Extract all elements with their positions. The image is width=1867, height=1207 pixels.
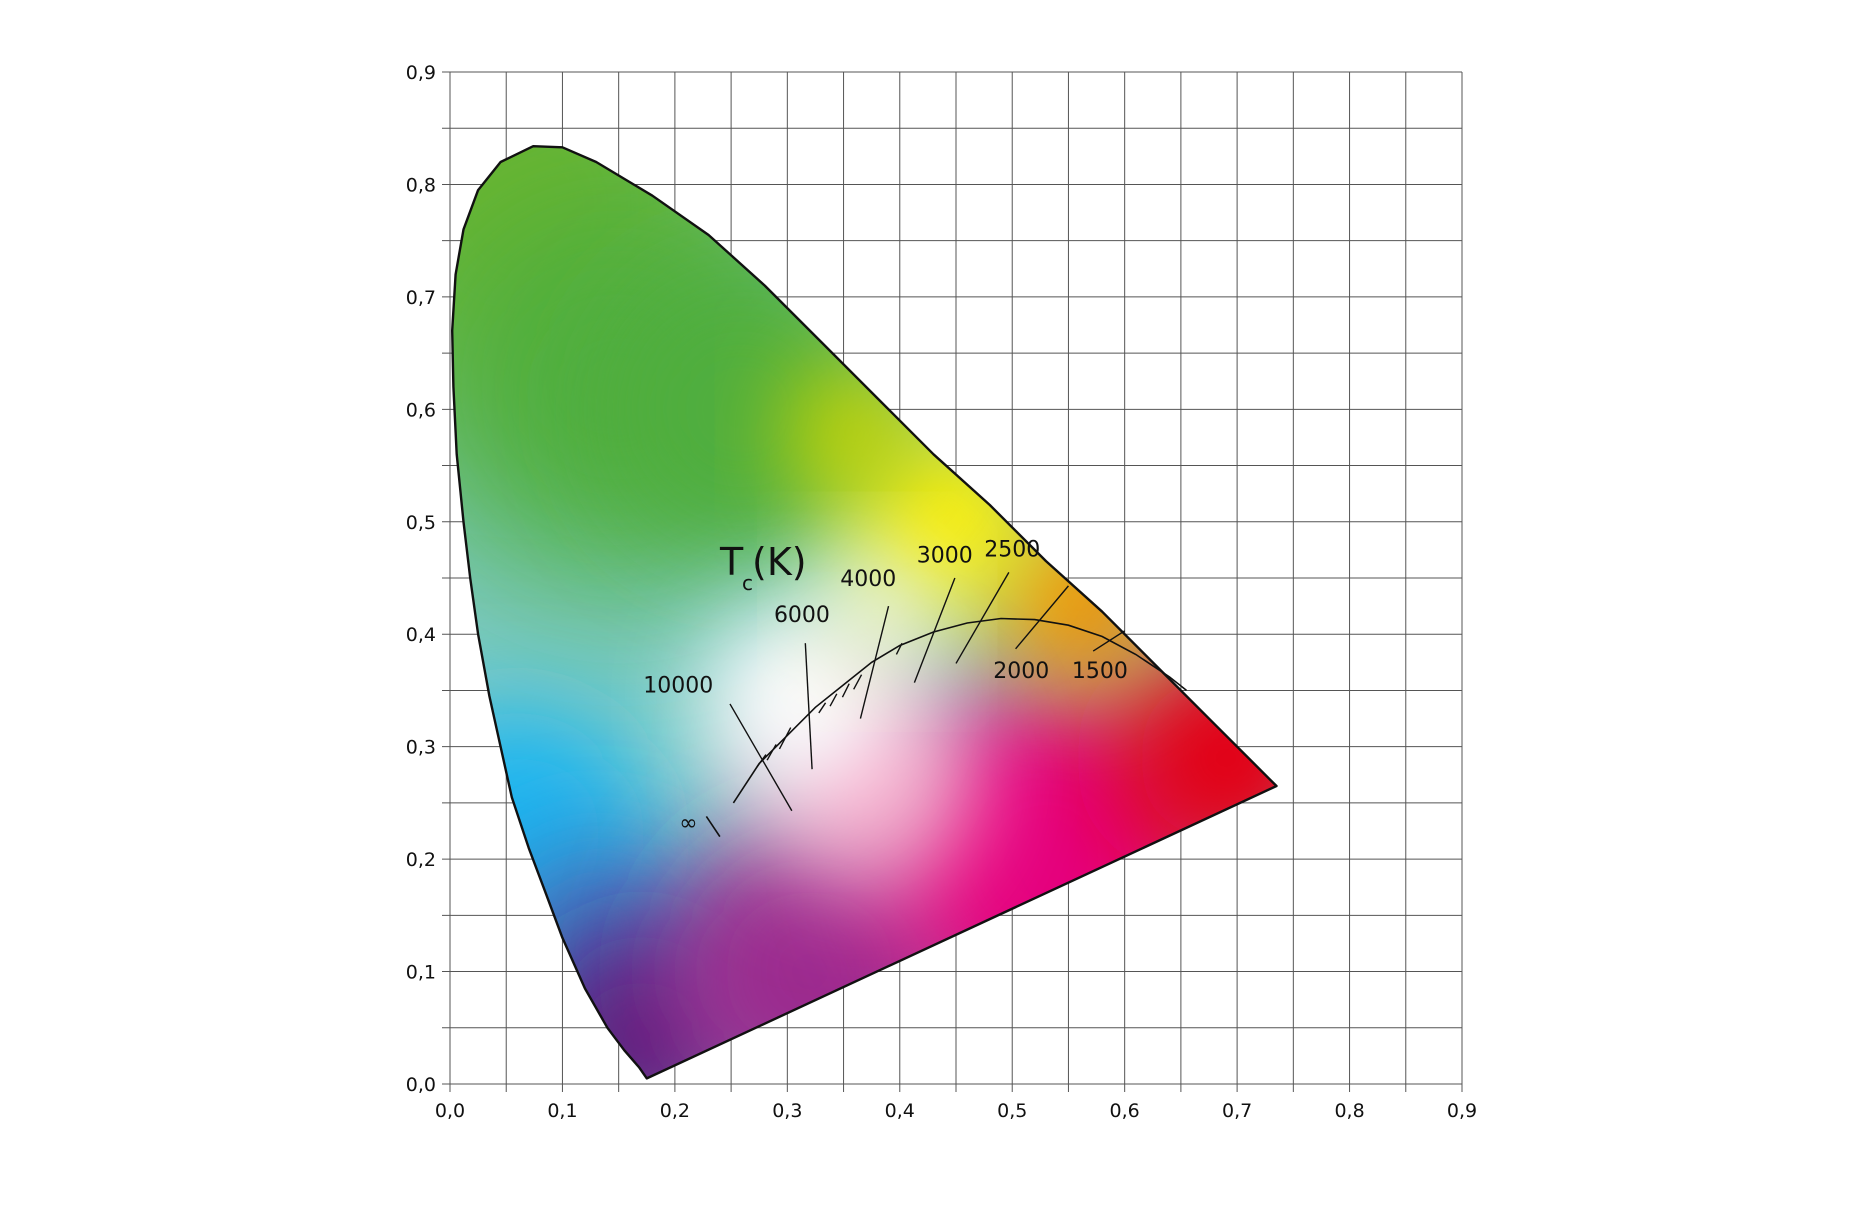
x-tick-label: 0,5 bbox=[997, 1100, 1027, 1122]
y-tick-label: 0,0 bbox=[406, 1074, 436, 1096]
y-tick-label: 0,1 bbox=[406, 962, 436, 984]
y-tick-label: 0,4 bbox=[406, 624, 436, 646]
y-tick-label: 0,6 bbox=[406, 399, 436, 421]
x-tick-label: 0,8 bbox=[1334, 1100, 1364, 1122]
color-blob bbox=[784, 361, 925, 502]
minor-isotherm bbox=[829, 693, 838, 707]
isotherm-line bbox=[804, 643, 813, 770]
color-gamut-fill bbox=[452, 146, 1277, 1079]
minor-isotherm bbox=[778, 727, 792, 750]
isotherm-label: 3000 bbox=[917, 543, 973, 568]
title-subscript: c bbox=[742, 571, 753, 595]
planckian-locus bbox=[732, 617, 1187, 804]
isotherm-line bbox=[913, 577, 956, 683]
x-tick-label: 0,2 bbox=[660, 1100, 690, 1122]
x-tick-label: 0,6 bbox=[1110, 1100, 1140, 1122]
infinity-marker bbox=[705, 815, 721, 838]
minor-isotherm bbox=[841, 683, 850, 698]
isotherm-label: 1500 bbox=[1072, 659, 1128, 684]
minor-isotherm bbox=[895, 642, 903, 655]
isotherm-line bbox=[1092, 630, 1126, 652]
x-tick-label: 0,1 bbox=[547, 1100, 577, 1122]
isotherm-line bbox=[1015, 585, 1069, 650]
minor-isotherm bbox=[818, 702, 827, 714]
axis-labels: 0,0 0,1 0,2 0,3 0,4 0,5 0,6 0,7 0,8 0,9 0,0 0,1 0,2 0… bbox=[406, 62, 1477, 1122]
y-tick-label: 0,9 bbox=[406, 62, 436, 84]
color-blob bbox=[1105, 637, 1277, 878]
y-tick-label: 0,3 bbox=[406, 737, 436, 759]
x-tick-label: 0,9 bbox=[1447, 1100, 1477, 1122]
isotherm-label: 4000 bbox=[840, 567, 896, 592]
x-tick-label: 0,4 bbox=[885, 1100, 915, 1122]
x-tick-label: 0,0 bbox=[435, 1100, 465, 1122]
y-tick-label: 0,2 bbox=[406, 849, 436, 871]
isotherm-line bbox=[729, 703, 793, 812]
isotherm-label: 6000 bbox=[774, 603, 830, 628]
y-tick-label: 0,7 bbox=[406, 287, 436, 309]
isotherm-line bbox=[955, 572, 1010, 664]
x-tick-label: 0,7 bbox=[1222, 1100, 1252, 1122]
minor-isotherm bbox=[756, 754, 767, 768]
title-main: T bbox=[719, 540, 744, 584]
spectral-locus-outline bbox=[451, 145, 1278, 1080]
spectral-locus-layer bbox=[451, 145, 1278, 1080]
chart-title: T c (K) bbox=[719, 540, 807, 595]
title-tail: (K) bbox=[752, 540, 807, 584]
isotherm-label: 2500 bbox=[984, 538, 1040, 563]
y-tick-label: 0,8 bbox=[406, 174, 436, 196]
planckian-locus-layer: ∞ 10000 6000 4000 3000 2500 2000 1500 bbox=[643, 538, 1187, 838]
y-tick-label: 0,5 bbox=[406, 512, 436, 534]
x-tick-label: 0,3 bbox=[772, 1100, 802, 1122]
minor-isotherm bbox=[853, 674, 863, 690]
infinity-label: ∞ bbox=[679, 811, 697, 836]
isotherm-label: 2000 bbox=[993, 659, 1049, 684]
isotherm-label: 10000 bbox=[643, 674, 713, 699]
isotherm-line bbox=[859, 605, 890, 719]
minor-isotherm bbox=[766, 744, 777, 761]
